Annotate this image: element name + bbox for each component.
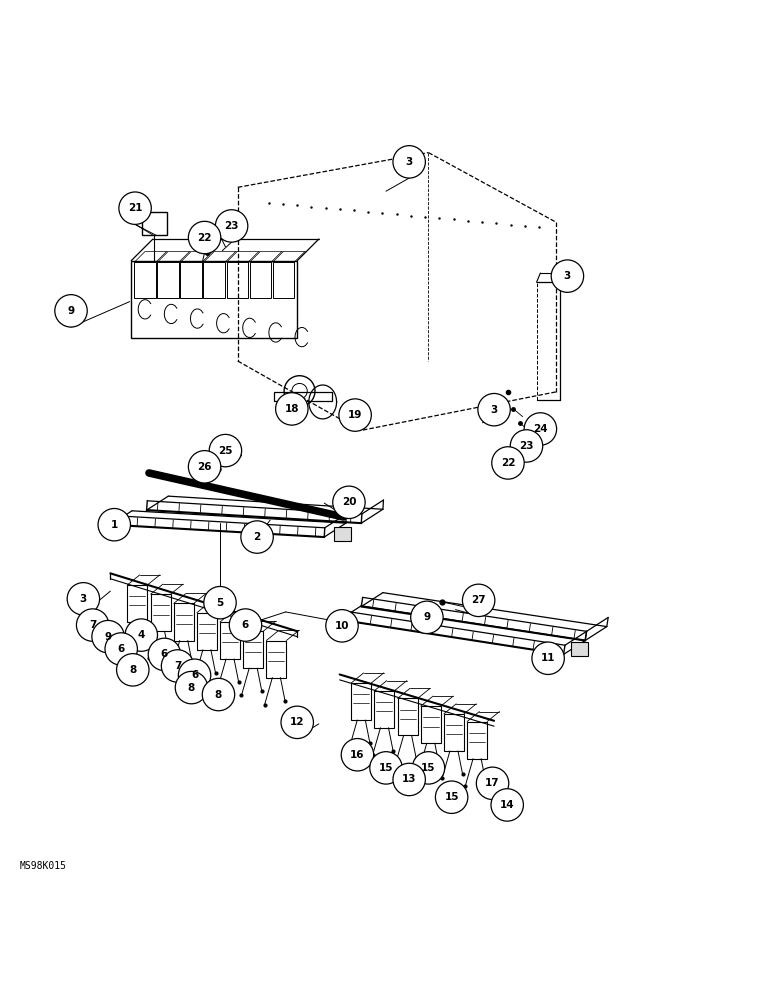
Circle shape (215, 210, 248, 242)
Text: 6: 6 (191, 670, 198, 680)
Circle shape (333, 486, 365, 519)
Text: 5: 5 (216, 598, 224, 608)
Circle shape (510, 430, 543, 462)
Polygon shape (334, 527, 351, 541)
Circle shape (393, 146, 425, 178)
Text: 21: 21 (128, 203, 142, 213)
Circle shape (98, 508, 130, 541)
Circle shape (491, 789, 523, 821)
Text: 9: 9 (104, 632, 112, 642)
Circle shape (119, 192, 151, 224)
Text: 20: 20 (342, 497, 356, 507)
Text: 7: 7 (89, 620, 96, 630)
Circle shape (161, 650, 194, 682)
Text: 10: 10 (335, 621, 349, 631)
Polygon shape (571, 642, 588, 656)
Circle shape (341, 739, 374, 771)
Text: 3: 3 (80, 594, 87, 604)
Text: 23: 23 (520, 441, 533, 451)
Text: 3: 3 (490, 405, 498, 415)
Text: 19: 19 (348, 410, 362, 420)
Circle shape (462, 584, 495, 617)
Circle shape (281, 706, 313, 739)
Text: 22: 22 (501, 458, 515, 468)
Text: 16: 16 (350, 750, 364, 760)
Text: 8: 8 (129, 665, 137, 675)
Circle shape (105, 633, 137, 665)
Text: 25: 25 (218, 446, 232, 456)
Circle shape (76, 609, 109, 641)
Text: 8: 8 (188, 683, 195, 693)
Text: 14: 14 (500, 800, 514, 810)
Circle shape (125, 619, 157, 651)
Circle shape (202, 678, 235, 711)
Circle shape (339, 399, 371, 431)
Circle shape (55, 295, 87, 327)
Text: 17: 17 (486, 778, 499, 788)
Circle shape (276, 393, 308, 425)
Text: 15: 15 (422, 763, 435, 773)
Circle shape (492, 447, 524, 479)
Circle shape (411, 601, 443, 634)
Circle shape (229, 609, 262, 641)
Circle shape (92, 620, 124, 653)
Circle shape (478, 393, 510, 426)
Circle shape (326, 610, 358, 642)
Circle shape (188, 451, 221, 483)
Text: 8: 8 (215, 690, 222, 700)
Circle shape (67, 583, 100, 615)
Text: 7: 7 (174, 661, 181, 671)
Circle shape (241, 521, 273, 553)
Text: 13: 13 (402, 774, 416, 784)
Circle shape (393, 763, 425, 796)
Circle shape (435, 781, 468, 813)
Circle shape (117, 654, 149, 686)
Text: 15: 15 (445, 792, 459, 802)
Circle shape (204, 586, 236, 619)
Circle shape (178, 659, 211, 691)
Circle shape (476, 767, 509, 800)
Circle shape (524, 413, 557, 445)
Circle shape (551, 260, 584, 292)
Text: 18: 18 (285, 404, 299, 414)
Text: 9: 9 (67, 306, 75, 316)
Circle shape (209, 434, 242, 467)
Text: 27: 27 (472, 595, 486, 605)
Circle shape (370, 752, 402, 784)
Circle shape (175, 671, 208, 704)
Text: 4: 4 (137, 630, 145, 640)
Text: 3: 3 (564, 271, 571, 281)
Circle shape (412, 752, 445, 784)
Text: 26: 26 (198, 462, 212, 472)
Text: 12: 12 (290, 717, 304, 727)
Text: 6: 6 (117, 644, 125, 654)
Text: 15: 15 (379, 763, 393, 773)
Text: 2: 2 (253, 532, 261, 542)
Text: 24: 24 (533, 424, 547, 434)
Text: 6: 6 (161, 649, 168, 659)
Text: MS98K015: MS98K015 (19, 861, 66, 871)
Circle shape (188, 221, 221, 254)
Text: 22: 22 (198, 233, 212, 243)
Text: 11: 11 (541, 653, 555, 663)
Text: 23: 23 (225, 221, 239, 231)
Text: 6: 6 (242, 620, 249, 630)
Circle shape (532, 642, 564, 674)
Text: 3: 3 (405, 157, 413, 167)
Text: 1: 1 (110, 520, 118, 530)
Text: 9: 9 (423, 612, 431, 622)
Circle shape (148, 638, 181, 671)
